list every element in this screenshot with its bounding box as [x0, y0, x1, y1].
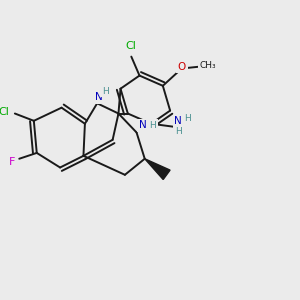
Text: Cl: Cl: [0, 107, 9, 117]
Text: N: N: [139, 120, 146, 130]
Text: N: N: [95, 92, 103, 103]
Polygon shape: [145, 159, 170, 179]
Text: CH₃: CH₃: [199, 61, 216, 70]
Text: F: F: [9, 157, 15, 167]
Text: H: H: [184, 114, 191, 123]
Text: H: H: [149, 121, 156, 130]
Text: H: H: [102, 86, 109, 95]
Text: N: N: [174, 116, 182, 126]
Text: H: H: [176, 128, 182, 136]
Text: O: O: [178, 62, 186, 72]
Text: Cl: Cl: [125, 40, 136, 50]
